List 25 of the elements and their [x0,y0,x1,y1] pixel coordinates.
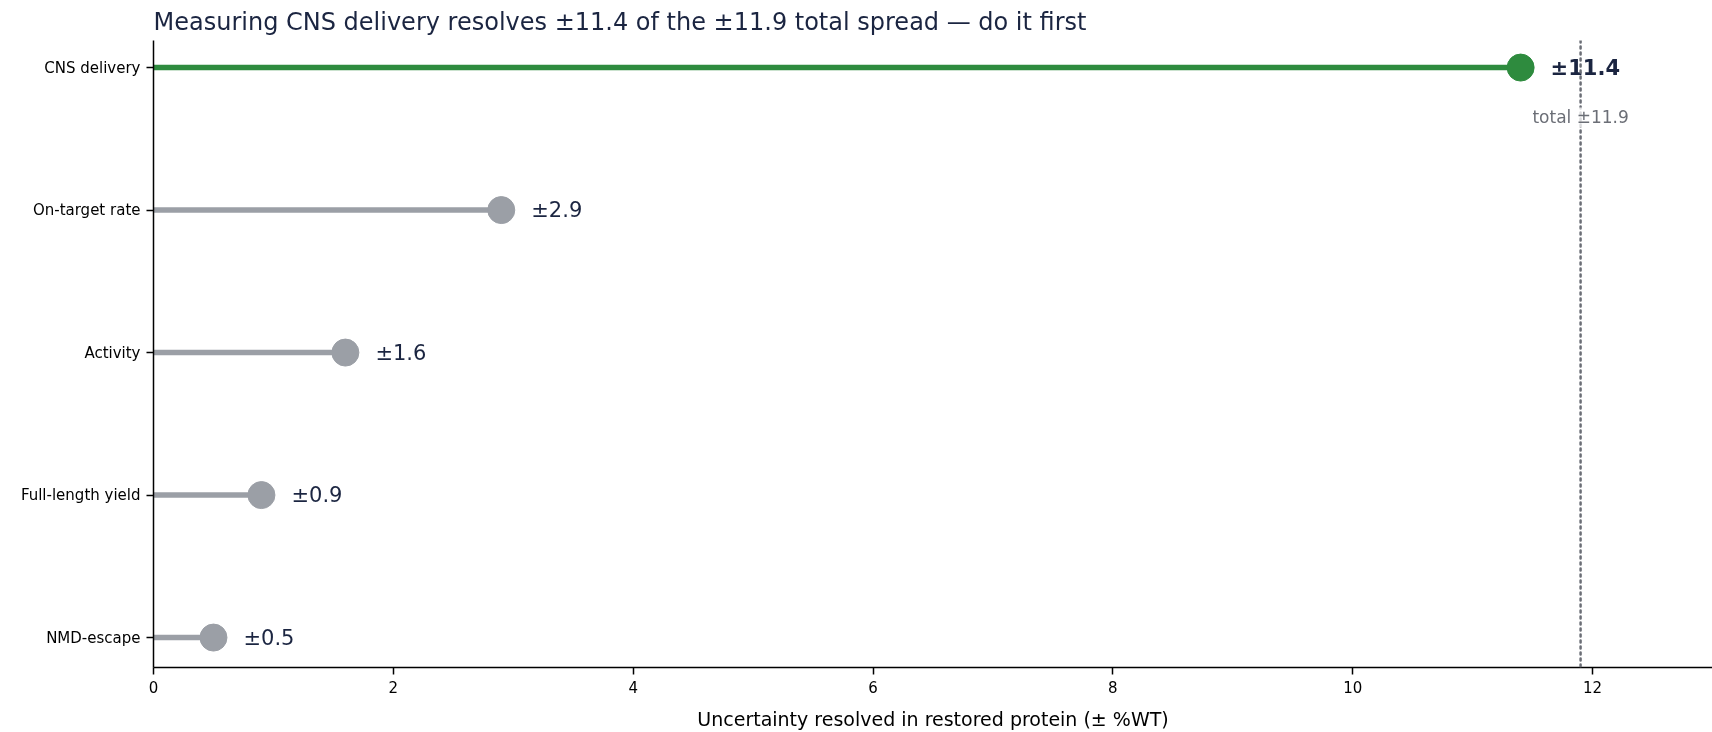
data-label: ±1.6 [375,340,427,365]
x-tick-label: 8 [1108,678,1118,697]
x-tick-label: 6 [868,678,878,697]
point [199,623,228,652]
x-axis-title: Uncertainty resolved in restored protein (± %WT) [697,707,1169,730]
x-tick-label: 2 [388,678,399,697]
point [331,338,360,367]
y-tick-label: Activity [84,343,141,362]
y-tick-label: CNS delivery [44,58,141,77]
x-tick-label: 4 [628,678,638,697]
y-tick-label: On-target rate [32,201,141,220]
ref-line-label: total ±11.9 [1532,107,1629,128]
chart-title: Measuring CNS delivery resolves ±11.4 of the ±11.9 total spread — do it first [153,7,1087,36]
x-tick-label: 12 [1583,678,1603,697]
x-tick-label: 0 [148,678,159,697]
y-tick-label: Full-length yield [20,486,141,505]
data-label: ±0.9 [291,483,343,508]
point [487,196,516,225]
point [1506,53,1535,82]
data-label: ±0.5 [243,625,295,650]
data-label: ±2.9 [531,198,583,223]
x-tick-label: 10 [1343,678,1363,697]
data-label: ±11.4 [1550,55,1621,80]
y-tick-label: NMD-escape [46,628,141,647]
point [247,481,276,510]
